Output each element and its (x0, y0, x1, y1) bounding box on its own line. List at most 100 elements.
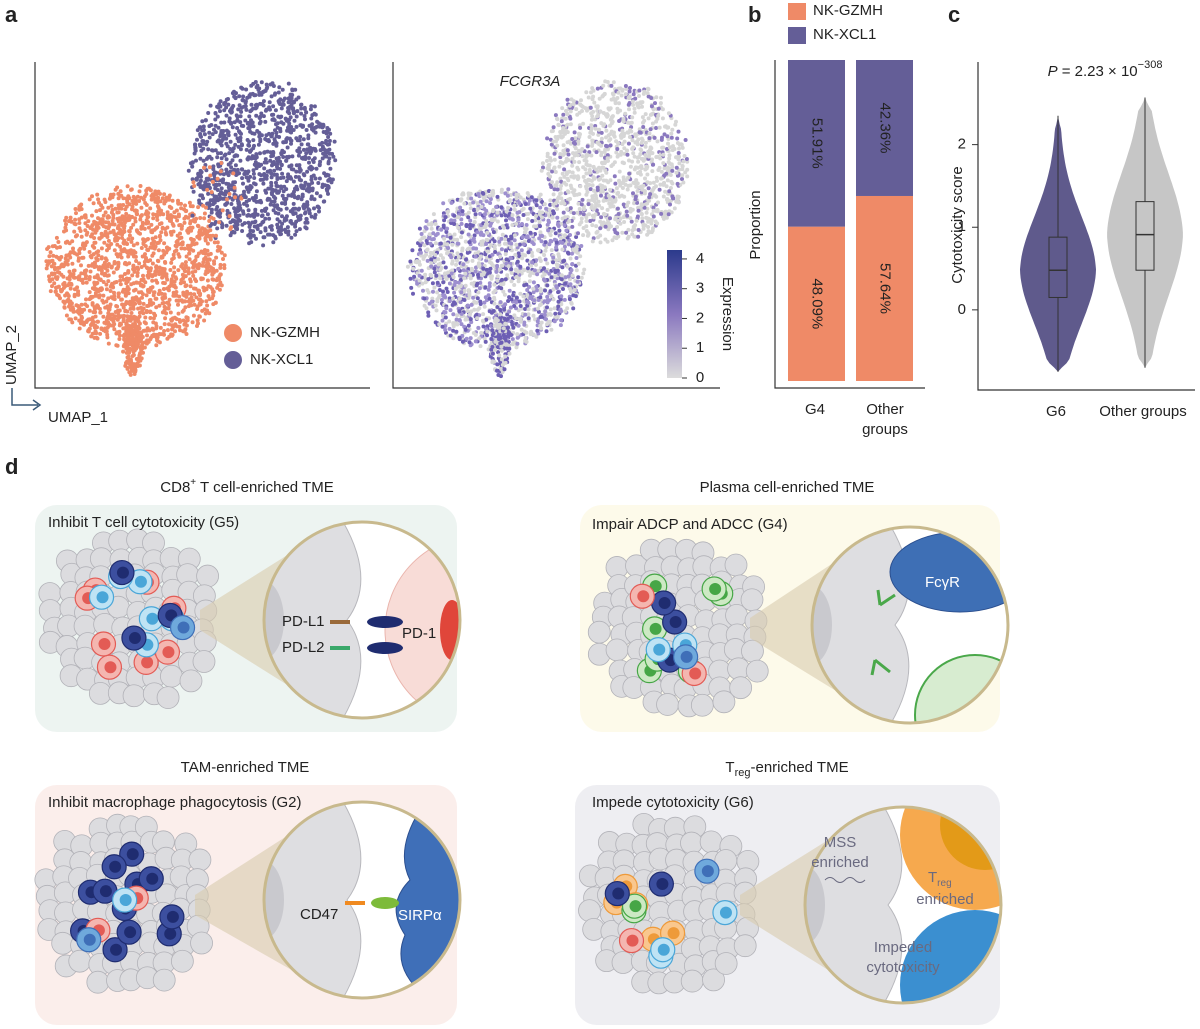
title-part: T (725, 759, 734, 776)
point (269, 199, 274, 204)
point (290, 154, 295, 159)
point (539, 302, 543, 307)
point (100, 205, 105, 210)
point (312, 197, 317, 202)
point (120, 274, 125, 279)
point (124, 276, 129, 281)
point (310, 186, 315, 191)
point (293, 174, 298, 179)
point (240, 229, 245, 233)
point (507, 211, 512, 216)
point (259, 111, 264, 116)
point (429, 261, 434, 266)
point (548, 202, 553, 207)
point (425, 258, 430, 263)
point (184, 294, 189, 299)
point (534, 198, 539, 203)
point (316, 121, 321, 126)
point (441, 280, 446, 285)
point (462, 288, 467, 293)
point (156, 209, 161, 214)
point (288, 219, 293, 223)
point (514, 300, 519, 305)
point (216, 151, 220, 156)
point (307, 166, 312, 171)
y-axis-label: Proportion (747, 190, 764, 259)
point (458, 198, 463, 203)
point (58, 245, 62, 250)
point (133, 216, 138, 221)
tumor-cell (729, 676, 753, 700)
point (514, 295, 519, 300)
point (472, 233, 477, 238)
point (516, 279, 521, 284)
point (552, 237, 557, 242)
point (111, 323, 116, 328)
nucleus (805, 865, 825, 945)
point (305, 200, 310, 205)
point (550, 215, 555, 220)
point (216, 138, 221, 143)
point (171, 252, 176, 257)
point (218, 262, 223, 267)
point (297, 150, 302, 155)
point (127, 361, 132, 366)
point (207, 165, 212, 170)
point (240, 176, 245, 181)
point (499, 247, 504, 252)
point (148, 245, 153, 250)
point (141, 301, 146, 306)
point (203, 255, 208, 260)
point (271, 240, 276, 245)
point (67, 269, 72, 274)
point (551, 260, 555, 265)
point (106, 341, 111, 346)
point (543, 240, 548, 245)
point (141, 237, 146, 242)
nucleus (689, 667, 702, 680)
point (175, 233, 180, 238)
point (172, 279, 177, 284)
point (190, 164, 195, 169)
point (165, 300, 170, 305)
point (570, 273, 575, 278)
point (95, 319, 100, 324)
point (487, 309, 492, 314)
point (423, 280, 428, 285)
point (261, 243, 266, 248)
point (524, 235, 529, 240)
point (463, 239, 468, 244)
point (46, 261, 51, 265)
point (305, 220, 310, 225)
point (512, 283, 517, 287)
point (483, 339, 488, 344)
point (218, 214, 222, 219)
point (192, 292, 197, 297)
point (204, 142, 209, 147)
point (193, 258, 198, 263)
point (94, 264, 99, 269)
point (521, 242, 526, 247)
point (520, 222, 524, 226)
point (201, 124, 206, 129)
point (312, 206, 316, 211)
point (424, 252, 429, 257)
point (277, 85, 282, 90)
point (114, 343, 119, 348)
point (215, 176, 220, 181)
point (239, 109, 244, 114)
nucleus (653, 643, 666, 656)
point (154, 278, 158, 283)
tumor-cell (160, 664, 183, 688)
panel-title: Treg-enriched TME (725, 759, 848, 779)
point (204, 156, 209, 161)
point (123, 363, 128, 368)
point (498, 267, 502, 272)
point (121, 349, 126, 354)
point (299, 184, 304, 189)
point (437, 295, 441, 300)
point (248, 184, 253, 188)
point (176, 311, 181, 316)
point (133, 363, 138, 368)
axis (392, 62, 720, 389)
